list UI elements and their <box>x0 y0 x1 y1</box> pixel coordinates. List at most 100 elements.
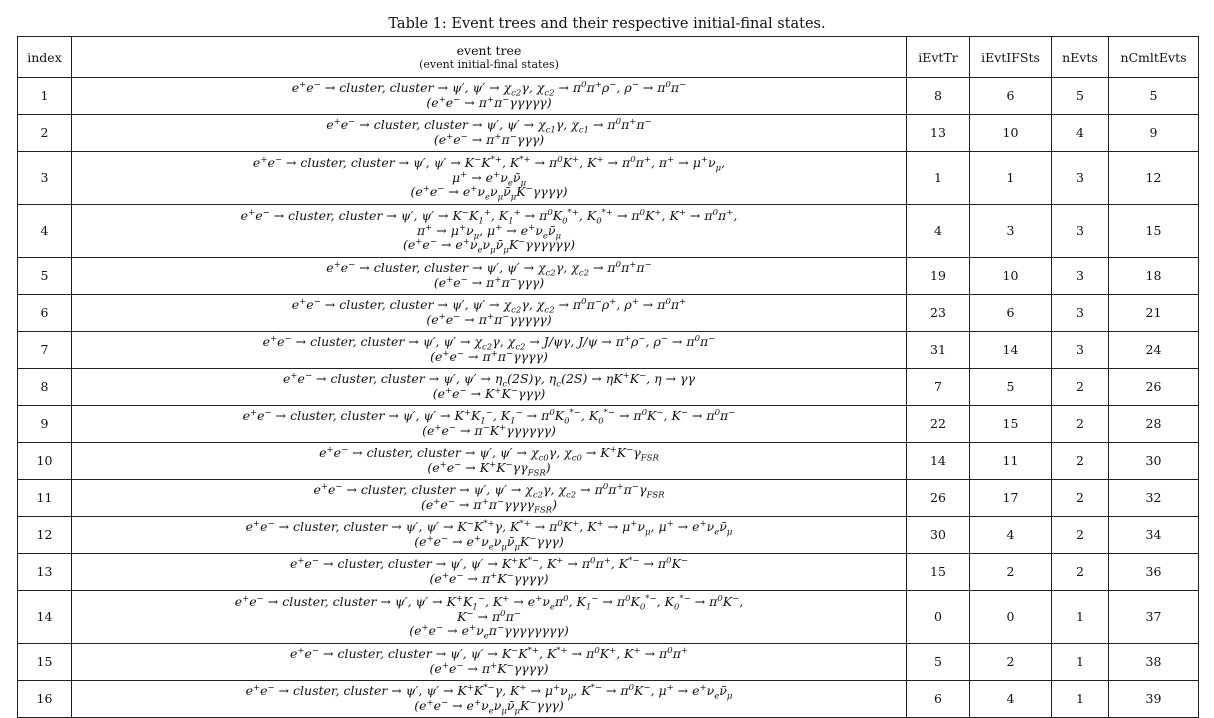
table-row: 11 e+e− → cluster, cluster → ψ′, ψ′ → χc2… <box>17 479 1199 517</box>
event-tree-line: e+e− → cluster, cluster → ψ′, ψ′ → K+K*−… <box>289 556 689 572</box>
ievttr-cell: 23 <box>906 294 970 332</box>
ncmltevts-cell: 30 <box>1108 442 1199 480</box>
event-tree-cell: e+e− → cluster, cluster → ψ′, ψ′ → χc2γ,… <box>71 479 907 517</box>
ievtifsts-cell: 11 <box>969 442 1052 480</box>
table-row: 14 e+e− → cluster, cluster → ψ′, ψ′ → K+K… <box>17 590 1199 644</box>
nevts-cell: 3 <box>1051 257 1109 295</box>
row-index-cell: 5 <box>17 257 72 295</box>
event-tree-cell: e+e− → cluster, cluster → ψ′, ψ′ → K+K*−… <box>71 553 907 591</box>
row-index-cell: 7 <box>17 331 72 369</box>
ievtifsts-cell: 1 <box>969 151 1052 205</box>
event-tree-cell: e+e− → cluster, cluster → ψ′, ψ′ → ηc(2S… <box>71 368 907 406</box>
event-tree-line: (e+e− → e+νeπ−γγγγγγγγ) <box>409 623 569 642</box>
event-tree-cell: e+e− → cluster, cluster → ψ′, ψ′ → K−K*+… <box>71 516 907 554</box>
event-tree-line: e+e− → cluster, cluster → ψ′, ψ′ → χc2γ,… <box>262 334 716 353</box>
row-index-cell: 2 <box>17 114 72 152</box>
event-tree-line: (e+e− → e+νeνμν̄μK−γγγ) <box>414 533 564 553</box>
ncmltevts-cell: 28 <box>1108 405 1199 443</box>
row-index-cell: 11 <box>17 479 72 517</box>
table-row: 2 e+e− → cluster, cluster → ψ′, ψ′ → χc1γ… <box>17 114 1199 152</box>
nevts-cell: 2 <box>1051 442 1109 480</box>
ievttr-cell: 31 <box>906 331 970 369</box>
row-index-cell: 13 <box>17 553 72 591</box>
event-tree-cell: e+e− → cluster, cluster → ψ′, ψ′ → K−K*+… <box>71 151 907 205</box>
event-tree-line: e+e− → cluster, cluster → ψ′, ψ′ → K+K*−… <box>245 683 733 702</box>
ncmltevts-cell: 39 <box>1108 680 1199 718</box>
event-tree-line: e+e− → cluster, cluster → ψ′, ψ′ → χc2γ,… <box>291 297 687 316</box>
event-tree-line: K− → π0π− <box>457 608 521 624</box>
event-tree-line: e+e− → cluster, cluster → ψ′, ψ′ → K−K*+… <box>289 646 689 662</box>
table-row: 4 e+e− → cluster, cluster → ψ′, ψ′ → K−K1… <box>17 204 1199 258</box>
nevts-cell: 2 <box>1051 553 1109 591</box>
header-event-tree-subtitle: (event initial-final states) <box>419 58 559 71</box>
event-tree-cell: e+e− → cluster, cluster → ψ′, ψ′ → χc2γ,… <box>71 294 907 332</box>
ievtifsts-cell: 2 <box>969 553 1052 591</box>
event-tree-cell: e+e− → cluster, cluster → ψ′, ψ′ → χc2γ,… <box>71 257 907 295</box>
event-tree-cell: e+e− → cluster, cluster → ψ′, ψ′ → χc2γ,… <box>71 331 907 369</box>
ievtifsts-cell: 4 <box>969 516 1052 554</box>
table-row: 15 e+e− → cluster, cluster → ψ′, ψ′ → K−K… <box>17 643 1199 681</box>
table-row: 13 e+e− → cluster, cluster → ψ′, ψ′ → K+K… <box>17 553 1199 591</box>
ncmltevts-cell: 21 <box>1108 294 1199 332</box>
event-tree-line: e+e− → cluster, cluster → ψ′, ψ′ → χc2γ,… <box>313 482 665 501</box>
ncmltevts-cell: 37 <box>1108 590 1199 644</box>
row-index-cell: 15 <box>17 643 72 681</box>
table-row: 10 e+e− → cluster, cluster → ψ′, ψ′ → χc0… <box>17 442 1199 480</box>
ncmltevts-cell: 5 <box>1108 77 1199 115</box>
row-index-cell: 9 <box>17 405 72 443</box>
event-tree-line: (e+e− → π+K−γγγγ) <box>429 570 549 586</box>
event-tree-line: (e+e− → e+νeνμν̄μK−γγγγ) <box>410 184 568 203</box>
ievtifsts-cell: 0 <box>969 590 1052 644</box>
table-row: 5 e+e− → cluster, cluster → ψ′, ψ′ → χc2γ… <box>17 257 1199 295</box>
event-tree-cell: e+e− → cluster, cluster → ψ′, ψ′ → K+K1−… <box>71 590 907 644</box>
event-tree-line: (e+e− → π+π−γγγ) <box>433 274 545 290</box>
event-tree-line: (e+e− → K+K−γγγ) <box>432 385 546 401</box>
table-row: 7 e+e− → cluster, cluster → ψ′, ψ′ → χc2γ… <box>17 331 1199 369</box>
row-index-cell: 16 <box>17 680 72 718</box>
ievttr-cell: 22 <box>906 405 970 443</box>
ievtifsts-cell: 4 <box>969 680 1052 718</box>
ncmltevts-cell: 38 <box>1108 643 1199 681</box>
table-row: 6 e+e− → cluster, cluster → ψ′, ψ′ → χc2γ… <box>17 294 1199 332</box>
row-index-cell: 4 <box>17 204 72 258</box>
ievtifsts-cell: 5 <box>969 368 1052 406</box>
event-tree-cell: e+e− → cluster, cluster → ψ′, ψ′ → χc1γ,… <box>71 114 907 152</box>
ievttr-cell: 4 <box>906 204 970 258</box>
header-event-tree: event tree (event initial-final states) <box>71 36 907 78</box>
row-index-cell: 1 <box>17 77 72 115</box>
event-tree-cell: e+e− → cluster, cluster → ψ′, ψ′ → χc0γ,… <box>71 442 907 480</box>
nevts-cell: 4 <box>1051 114 1109 152</box>
row-index-cell: 8 <box>17 368 72 406</box>
ncmltevts-cell: 34 <box>1108 516 1199 554</box>
event-tree-line: (e+e− → π+π−γγγ) <box>433 131 545 147</box>
table-row: 8 e+e− → cluster, cluster → ψ′, ψ′ → ηc(2… <box>17 368 1199 406</box>
ievttr-cell: 14 <box>906 442 970 480</box>
ievtifsts-cell: 10 <box>969 114 1052 152</box>
ievttr-cell: 1 <box>906 151 970 205</box>
row-index-cell: 3 <box>17 151 72 205</box>
header-event-tree-title: event tree <box>456 43 522 58</box>
event-tree-cell: e+e− → cluster, cluster → ψ′, ψ′ → K+K1−… <box>71 405 907 443</box>
ievtifsts-cell: 15 <box>969 405 1052 443</box>
header-index: index <box>17 36 72 78</box>
ievtifsts-cell: 10 <box>969 257 1052 295</box>
ncmltevts-cell: 9 <box>1108 114 1199 152</box>
row-index-cell: 12 <box>17 516 72 554</box>
nevts-cell: 5 <box>1051 77 1109 115</box>
ievtifsts-cell: 3 <box>969 204 1052 258</box>
row-index-cell: 10 <box>17 442 72 480</box>
event-tree-line: e+e− → cluster, cluster → ψ′, ψ′ → χc2γ,… <box>291 80 687 99</box>
event-tree-line: (e+e− → π+π−γγγγγ) <box>426 94 552 110</box>
table-row: 1 e+e− → cluster, cluster → ψ′, ψ′ → χc2γ… <box>17 77 1199 115</box>
ievttr-cell: 26 <box>906 479 970 517</box>
table-row: 3 e+e− → cluster, cluster → ψ′, ψ′ → K−K*… <box>17 151 1199 205</box>
event-tree-line: e+e− → cluster, cluster → ψ′, ψ′ → K+K1−… <box>234 593 744 613</box>
event-tree-line: e+e− → cluster, cluster → ψ′, ψ′ → χc2γ,… <box>326 260 652 279</box>
ievttr-cell: 15 <box>906 553 970 591</box>
nevts-cell: 3 <box>1051 331 1109 369</box>
table-body: 1 e+e− → cluster, cluster → ψ′, ψ′ → χc2γ… <box>17 77 1199 718</box>
ievttr-cell: 30 <box>906 516 970 554</box>
ievttr-cell: 8 <box>906 77 970 115</box>
ncmltevts-cell: 15 <box>1108 204 1199 258</box>
